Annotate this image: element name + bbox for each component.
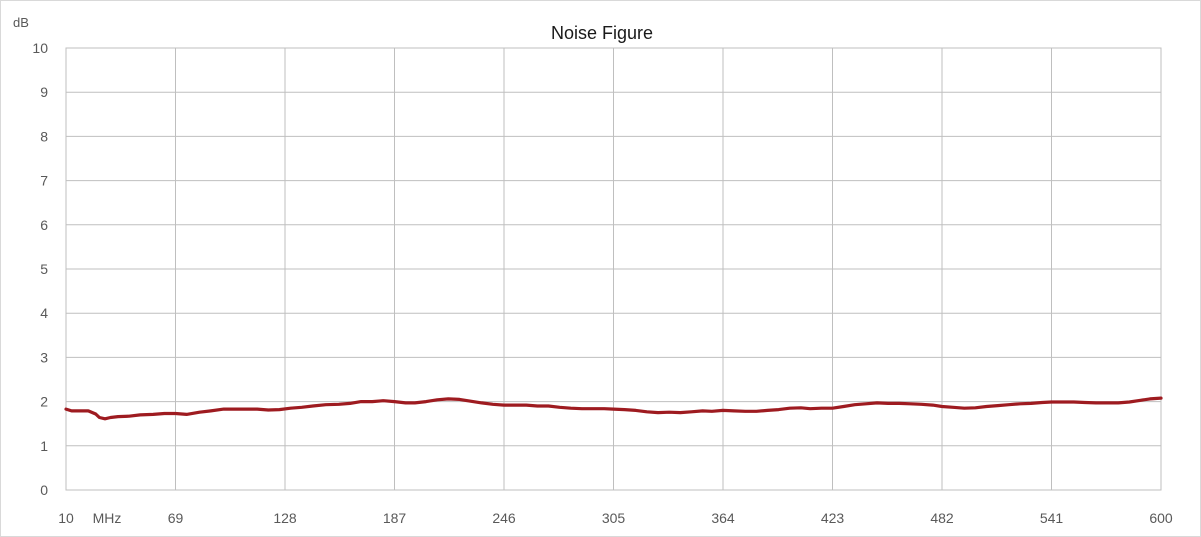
y-tick-label-2: 2	[40, 394, 48, 410]
y-axis-tick-labels: 0 1 2 3 4 5 6 7 8 9 10	[32, 40, 48, 498]
x-tick-label-2: 128	[273, 510, 297, 526]
x-tick-label-0: 10	[58, 510, 74, 526]
series-layer	[64, 396, 1163, 421]
y-tick-label-1: 1	[40, 438, 48, 454]
x-tick-label-6: 364	[711, 510, 735, 526]
x-tick-label-9: 541	[1040, 510, 1064, 526]
x-tick-label-8: 482	[930, 510, 954, 526]
y-tick-label-7: 7	[40, 173, 48, 189]
x-tick-label-1: 69	[168, 510, 184, 526]
plot-area-frame	[65, 47, 1162, 491]
x-tick-label-10: 600	[1149, 510, 1173, 526]
y-axis-unit-label: dB	[13, 15, 29, 30]
x-tick-label-4: 246	[492, 510, 516, 526]
y-tick-label-5: 5	[40, 261, 48, 277]
x-tick-label-7: 423	[821, 510, 845, 526]
y-tick-label-6: 6	[40, 217, 48, 233]
y-tick-label-3: 3	[40, 349, 48, 365]
chart-title: Noise Figure	[551, 23, 653, 43]
y-tick-label-8: 8	[40, 128, 48, 144]
y-tick-label-0: 0	[40, 482, 48, 498]
y-tick-label-10: 10	[32, 40, 48, 56]
grid	[65, 47, 1162, 491]
x-tick-label-5: 305	[602, 510, 626, 526]
series-line-0	[64, 396, 1163, 421]
x-axis-unit-label: MHz	[93, 510, 122, 526]
y-tick-label-4: 4	[40, 305, 48, 321]
x-axis-tick-labels: 10 69 128 187 246 305 364 423 482 541 600	[58, 510, 1173, 526]
y-tick-label-9: 9	[40, 84, 48, 100]
x-tick-label-3: 187	[383, 510, 407, 526]
